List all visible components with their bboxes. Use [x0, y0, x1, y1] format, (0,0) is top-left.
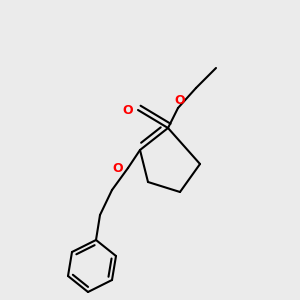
Text: O: O	[175, 94, 185, 106]
Text: O: O	[123, 103, 133, 116]
Text: O: O	[113, 161, 123, 175]
